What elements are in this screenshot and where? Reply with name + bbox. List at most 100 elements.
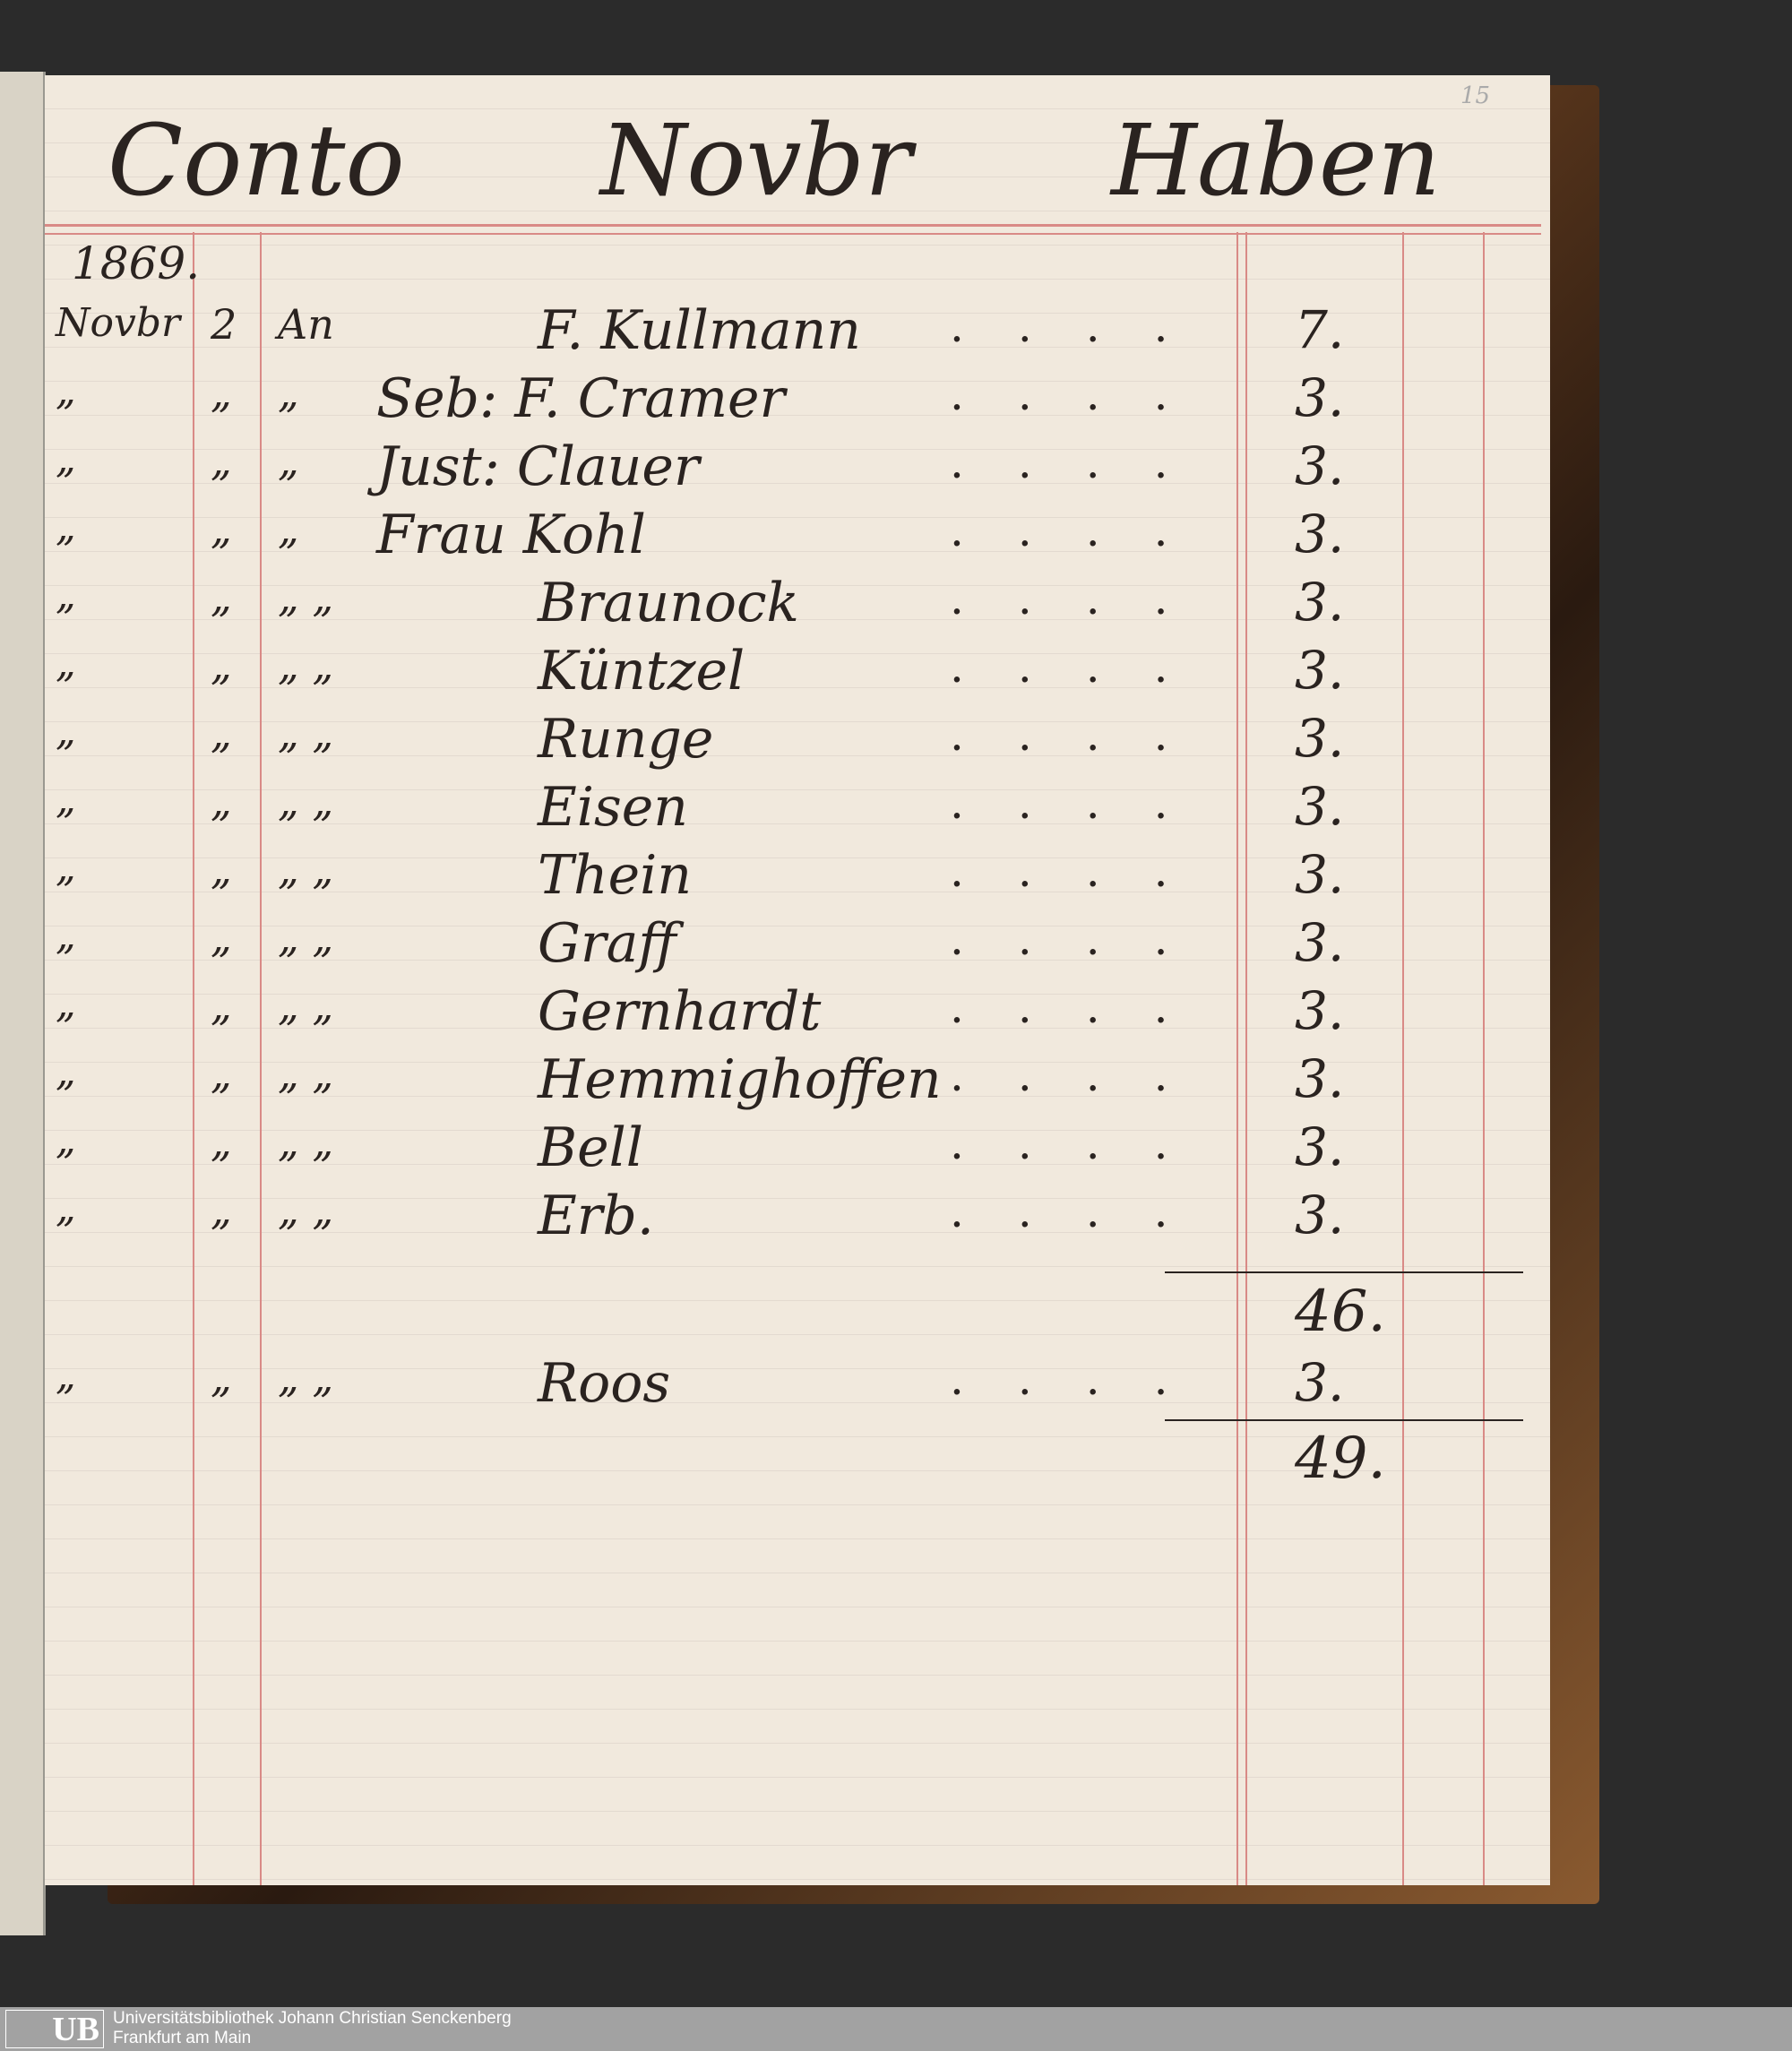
row-leader-dots: ....: [950, 300, 1222, 352]
row-amount: 3.: [1295, 1048, 1345, 1109]
footer-city: Frankfurt am Main: [113, 2029, 252, 2047]
row-prefix: „ „: [278, 573, 334, 621]
row-month: Novbr: [56, 300, 181, 346]
row-day: „: [211, 1353, 232, 1401]
row-prefix: „ „: [278, 981, 334, 1030]
row-amount: 3.: [1295, 435, 1345, 496]
row-name: Gernhardt: [538, 980, 822, 1043]
row-day: 2: [211, 300, 237, 349]
row-name: Eisen: [538, 776, 688, 839]
subtotal: 46.: [1295, 1279, 1386, 1345]
row-month: „: [56, 1353, 76, 1399]
row-month: „: [56, 368, 76, 414]
row-name: Braunock: [538, 572, 799, 634]
row-day: „: [211, 641, 232, 689]
row-amount: 3.: [1295, 980, 1345, 1041]
row-month: „: [56, 981, 76, 1027]
row-month: „: [56, 504, 76, 550]
row-month: „: [56, 709, 76, 754]
row-day: „: [211, 981, 232, 1030]
row-name: Seb: F. Cramer: [376, 367, 786, 430]
row-prefix: „ „: [278, 1185, 334, 1234]
row-day: „: [211, 709, 232, 757]
total: 49.: [1295, 1426, 1386, 1492]
footer-institution: Universitätsbibliothek Johann Christian …: [113, 2009, 512, 2028]
year: 1869.: [72, 237, 201, 289]
row-month: „: [56, 573, 76, 618]
row-leader-dots: ....: [950, 913, 1222, 965]
row-month: „: [56, 436, 76, 482]
row-name: Thein: [538, 844, 693, 907]
column-rule: [1236, 232, 1238, 1885]
row-name: Bell: [538, 1116, 643, 1179]
row-amount: 3.: [1295, 504, 1345, 564]
header-haben: Haben: [1111, 103, 1441, 218]
subtotal-rule: [1165, 1271, 1523, 1273]
row-amount: 3.: [1295, 1352, 1345, 1413]
row-leader-dots: ....: [950, 1353, 1222, 1405]
row-prefix: „ „: [278, 641, 334, 689]
row-prefix: „: [278, 368, 299, 417]
row-leader-dots: ....: [950, 777, 1222, 829]
row-leader-dots: ....: [950, 1185, 1222, 1237]
row-month: „: [56, 777, 76, 823]
row-amount: 7.: [1295, 299, 1345, 360]
row-name: Frau Kohl: [376, 504, 646, 566]
row-amount: 3.: [1295, 367, 1345, 428]
row-leader-dots: ....: [950, 845, 1222, 897]
row-name: Runge: [538, 708, 714, 771]
row-leader-dots: ....: [950, 981, 1222, 1033]
row-prefix: „ „: [278, 1049, 334, 1098]
row-leader-dots: ....: [950, 573, 1222, 625]
row-day: „: [211, 368, 232, 417]
row-name: Graff: [538, 912, 676, 975]
row-leader-dots: ....: [950, 641, 1222, 693]
row-name: Just: Clauer: [376, 435, 700, 498]
row-day: „: [211, 1117, 232, 1166]
header-conto: Conto: [108, 103, 405, 218]
page-number: 15: [1460, 82, 1491, 109]
row-amount: 3.: [1295, 572, 1345, 633]
row-name: Hemmighoffen: [538, 1048, 942, 1111]
row-name: Erb.: [538, 1185, 654, 1247]
row-month: „: [56, 1049, 76, 1095]
row-amount: 3.: [1295, 776, 1345, 837]
left-page-edge: [0, 72, 46, 1935]
row-month: „: [56, 1117, 76, 1163]
row-day: „: [211, 845, 232, 893]
row-amount: 3.: [1295, 912, 1345, 973]
header-rule-2: [45, 233, 1541, 235]
row-day: „: [211, 1185, 232, 1234]
row-prefix: „ „: [278, 1353, 334, 1401]
row-leader-dots: ....: [950, 504, 1222, 556]
row-name: F. Kullmann: [538, 299, 861, 362]
footer-bar: UB Universitätsbibliothek Johann Christi…: [0, 2007, 1792, 2051]
row-month: „: [56, 1185, 76, 1231]
ledger-page: Conto Novbr Haben 15 1869. Novbr 2 An F. Ku…: [45, 75, 1550, 1885]
row-name: Küntzel: [538, 640, 745, 702]
row-leader-dots: ....: [950, 709, 1222, 761]
total-rule: [1165, 1419, 1523, 1421]
row-month: „: [56, 845, 76, 891]
header-month: Novbr: [600, 103, 912, 218]
row-amount: 3.: [1295, 708, 1345, 769]
row-prefix: „ „: [278, 1117, 334, 1166]
row-day: „: [211, 436, 232, 485]
row-amount: 3.: [1295, 640, 1345, 701]
row-leader-dots: ....: [950, 436, 1222, 488]
row-day: „: [211, 913, 232, 961]
row-amount: 3.: [1295, 1185, 1345, 1245]
row-leader-dots: ....: [950, 1049, 1222, 1101]
row-name: Roos: [538, 1352, 671, 1415]
row-leader-dots: ....: [950, 368, 1222, 420]
ub-logo: UB: [5, 2010, 104, 2048]
row-leader-dots: ....: [950, 1117, 1222, 1169]
row-prefix: „ „: [278, 777, 334, 825]
row-amount: 3.: [1295, 1116, 1345, 1177]
row-prefix: „ „: [278, 913, 334, 961]
column-rule: [1402, 232, 1404, 1885]
row-day: „: [211, 504, 232, 553]
row-prefix: An: [278, 300, 334, 349]
row-prefix: „: [278, 504, 299, 553]
row-day: „: [211, 1049, 232, 1098]
